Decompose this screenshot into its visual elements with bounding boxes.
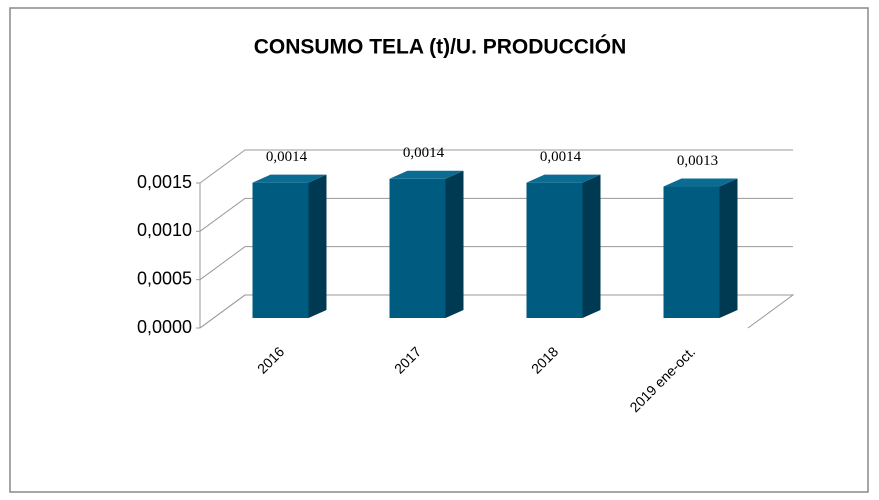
bar — [663, 178, 738, 318]
bar-side — [308, 174, 327, 318]
chart-title: CONSUMO TELA (t)/U. PRODUCCIÓN — [254, 35, 627, 59]
value-label: 0,0014 — [540, 149, 582, 165]
bar-front — [663, 186, 720, 318]
bar-front — [389, 178, 446, 318]
bar-top — [526, 174, 601, 183]
y-tick-label: 0,0010 — [137, 220, 192, 240]
bar — [389, 170, 464, 318]
value-label: 0,0014 — [403, 145, 445, 161]
bar-top — [252, 174, 327, 183]
y-tick-label: 0,0000 — [137, 317, 192, 337]
bar — [252, 174, 327, 318]
bar-side — [582, 174, 601, 318]
grid-line — [199, 294, 793, 329]
bar-front — [252, 182, 309, 318]
grid-line — [199, 197, 793, 232]
y-tick-label: 0,0005 — [137, 268, 192, 288]
bar-side — [719, 178, 738, 318]
grid-line — [199, 246, 793, 281]
bar — [526, 174, 601, 318]
bar-top — [663, 178, 738, 187]
value-label: 0,0013 — [677, 153, 718, 169]
grid-line — [199, 149, 793, 184]
bar-front — [526, 182, 583, 318]
bar-top — [389, 170, 464, 179]
y-tick-label: 0,0015 — [137, 172, 192, 192]
value-label: 0,0014 — [266, 149, 308, 165]
bar-side — [445, 170, 464, 318]
